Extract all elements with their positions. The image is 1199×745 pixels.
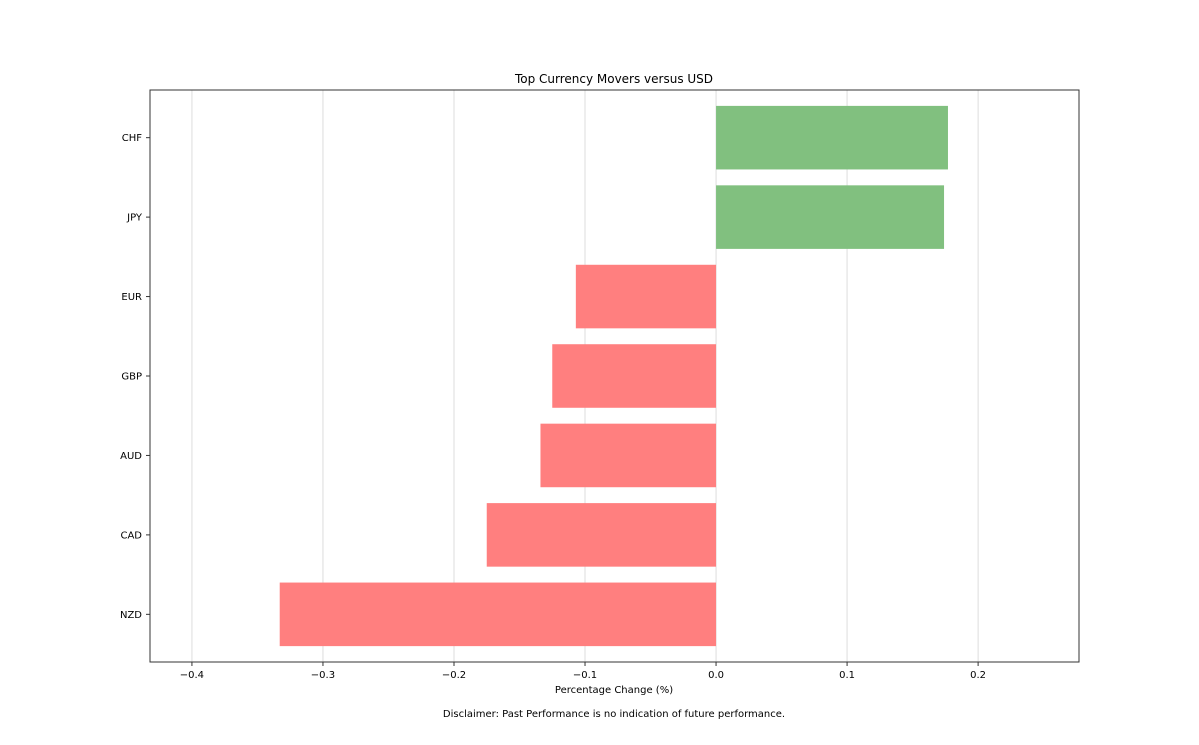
y-tick-label: CAD: [120, 530, 142, 541]
x-tick-label: −0.4: [180, 670, 204, 681]
bar-aud: [540, 423, 717, 488]
x-tick-label: −0.2: [442, 670, 466, 681]
bar-gbp: [552, 344, 717, 408]
disclaimer-text: Disclaimer: Past Performance is no indic…: [443, 709, 785, 720]
x-tick-label: 0.0: [708, 670, 724, 681]
bar-nzd: [279, 582, 717, 647]
bars: [279, 105, 948, 647]
y-tick-label: GBP: [121, 372, 142, 383]
y-tick-label: EUR: [121, 292, 142, 303]
bar-eur: [575, 264, 717, 329]
y-tick-label: JPY: [126, 213, 143, 224]
y-axis: CHF JPY EUR GBP AUD CAD NZD: [120, 133, 150, 621]
y-tick-label: AUD: [120, 451, 142, 462]
y-tick-label: NZD: [120, 610, 142, 621]
bar-chf: [716, 105, 948, 170]
chart-title: Top Currency Movers versus USD: [514, 72, 713, 86]
x-tick-label: 0.1: [839, 670, 855, 681]
x-axis-label: Percentage Change (%): [555, 685, 673, 696]
x-tick-label: −0.1: [573, 670, 597, 681]
bar-cad: [486, 503, 717, 567]
x-tick-label: −0.3: [311, 670, 335, 681]
bar-jpy: [716, 185, 945, 249]
x-axis: −0.4 −0.3 −0.2 −0.1 0.0 0.1 0.2: [180, 662, 986, 681]
y-tick-label: CHF: [122, 133, 143, 144]
x-tick-label: 0.2: [970, 670, 986, 681]
